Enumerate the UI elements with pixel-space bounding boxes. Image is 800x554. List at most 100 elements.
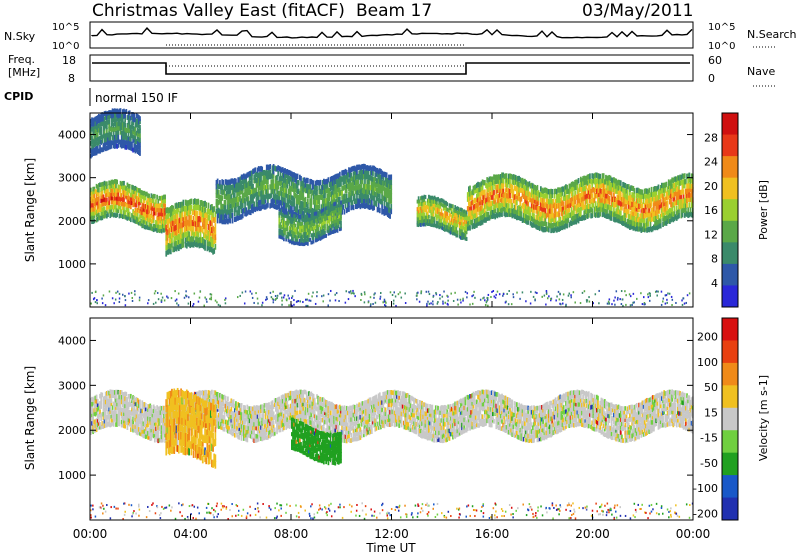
heatmap-cell — [491, 290, 493, 293]
heatmap-cell — [335, 228, 338, 233]
heatmap-cell — [317, 180, 320, 186]
heatmap-cell — [418, 208, 421, 213]
heatmap-cell — [203, 200, 205, 207]
heatmap-cell — [590, 198, 592, 205]
heatmap-cell — [96, 123, 99, 129]
heatmap-cell — [153, 207, 156, 212]
heatmap-cell — [93, 213, 96, 219]
heatmap-cell — [490, 176, 493, 183]
heatmap-cell — [302, 201, 305, 207]
heatmap-cell — [265, 203, 268, 209]
heatmap-cell — [103, 180, 106, 186]
heatmap-cell — [376, 195, 379, 202]
heatmap-cell — [441, 198, 444, 203]
heatmap-cell — [528, 210, 531, 216]
heatmap-cell — [182, 237, 185, 244]
heatmap-cell — [236, 215, 238, 221]
heatmap-cell — [442, 219, 445, 224]
heatmap-cell — [634, 216, 637, 222]
heatmap-cell — [361, 174, 364, 181]
heatmap-cell — [326, 193, 329, 199]
heatmap-cell — [102, 206, 105, 212]
heatmap-cell — [158, 211, 161, 217]
heatmap-cell — [136, 196, 139, 201]
heatmap-cell — [423, 198, 426, 203]
heatmap-cell — [310, 204, 313, 210]
heatmap-cell — [594, 172, 597, 178]
heatmap-cell — [666, 213, 669, 219]
heatmap-cell — [306, 230, 309, 235]
heatmap-cell — [270, 192, 273, 198]
heatmap-cell — [545, 289, 548, 292]
heatmap-cell — [215, 183, 218, 190]
heatmap-cell — [519, 177, 522, 183]
heatmap-cell — [666, 200, 669, 207]
heatmap-cell — [177, 292, 180, 295]
heatmap-cell — [341, 204, 343, 211]
heatmap-cell — [617, 190, 620, 196]
heatmap-cell — [133, 137, 136, 143]
heatmap-cell — [385, 177, 388, 184]
heatmap-cell — [490, 295, 492, 298]
heatmap-cell — [531, 198, 534, 204]
heatmap-cell — [632, 201, 635, 207]
heatmap-cell — [133, 218, 136, 224]
heatmap-cell — [535, 186, 538, 192]
heatmap-cell — [275, 180, 277, 186]
heatmap-cell — [597, 197, 599, 203]
heatmap-cell — [479, 191, 482, 198]
heatmap-cell — [600, 182, 603, 189]
heatmap-cell — [661, 207, 663, 213]
heatmap-cell — [269, 169, 272, 176]
heatmap-cell — [220, 217, 222, 223]
heatmap-cell — [631, 196, 634, 202]
heatmap-cell — [133, 193, 136, 199]
heatmap-cell — [633, 207, 636, 213]
heatmap-cell — [337, 217, 340, 222]
heatmap-cell — [90, 140, 92, 146]
heatmap-cell — [267, 164, 269, 170]
heatmap-cell — [683, 197, 686, 204]
heatmap-cell — [168, 210, 171, 217]
heatmap-cell — [626, 184, 629, 190]
heatmap-cell — [326, 197, 329, 204]
heatmap-cell — [291, 180, 293, 187]
heatmap-cell — [536, 196, 539, 202]
heatmap-cell — [215, 193, 218, 199]
heatmap-cell — [319, 229, 322, 234]
heatmap-cell — [131, 196, 133, 202]
heatmap-cell — [549, 199, 551, 205]
heatmap-cell — [116, 200, 119, 205]
heatmap-cell — [437, 207, 439, 212]
heatmap-cell — [279, 190, 282, 196]
heatmap-cell — [157, 207, 160, 213]
heatmap-cell — [219, 217, 221, 224]
heatmap-cell — [566, 199, 568, 205]
heatmap-cell — [312, 239, 315, 244]
heatmap-cell — [103, 132, 106, 138]
heatmap-cell — [377, 183, 380, 190]
heatmap-cell — [206, 239, 209, 246]
heatmap-cell — [101, 297, 103, 300]
heatmap-cell — [173, 236, 176, 243]
heatmap-cell — [420, 212, 422, 217]
heatmap-cell — [485, 211, 487, 217]
heatmap-cell — [431, 208, 434, 213]
heatmap-cell — [600, 206, 603, 212]
heatmap-cell — [206, 208, 209, 215]
heatmap-cell — [267, 174, 269, 180]
heatmap-cell — [159, 211, 162, 217]
heatmap-cell — [440, 214, 443, 219]
heatmap-cell — [96, 216, 99, 222]
heatmap-cell — [482, 217, 485, 223]
heatmap-cell — [172, 214, 174, 221]
heatmap-cell — [97, 187, 100, 193]
heatmap-cell — [430, 202, 433, 207]
heatmap-cell — [670, 179, 672, 185]
heatmap-cell — [273, 165, 276, 171]
heatmap-cell — [615, 201, 618, 208]
heatmap-cell — [137, 192, 140, 198]
heatmap-cell — [626, 199, 629, 205]
heatmap-cell — [643, 188, 646, 195]
